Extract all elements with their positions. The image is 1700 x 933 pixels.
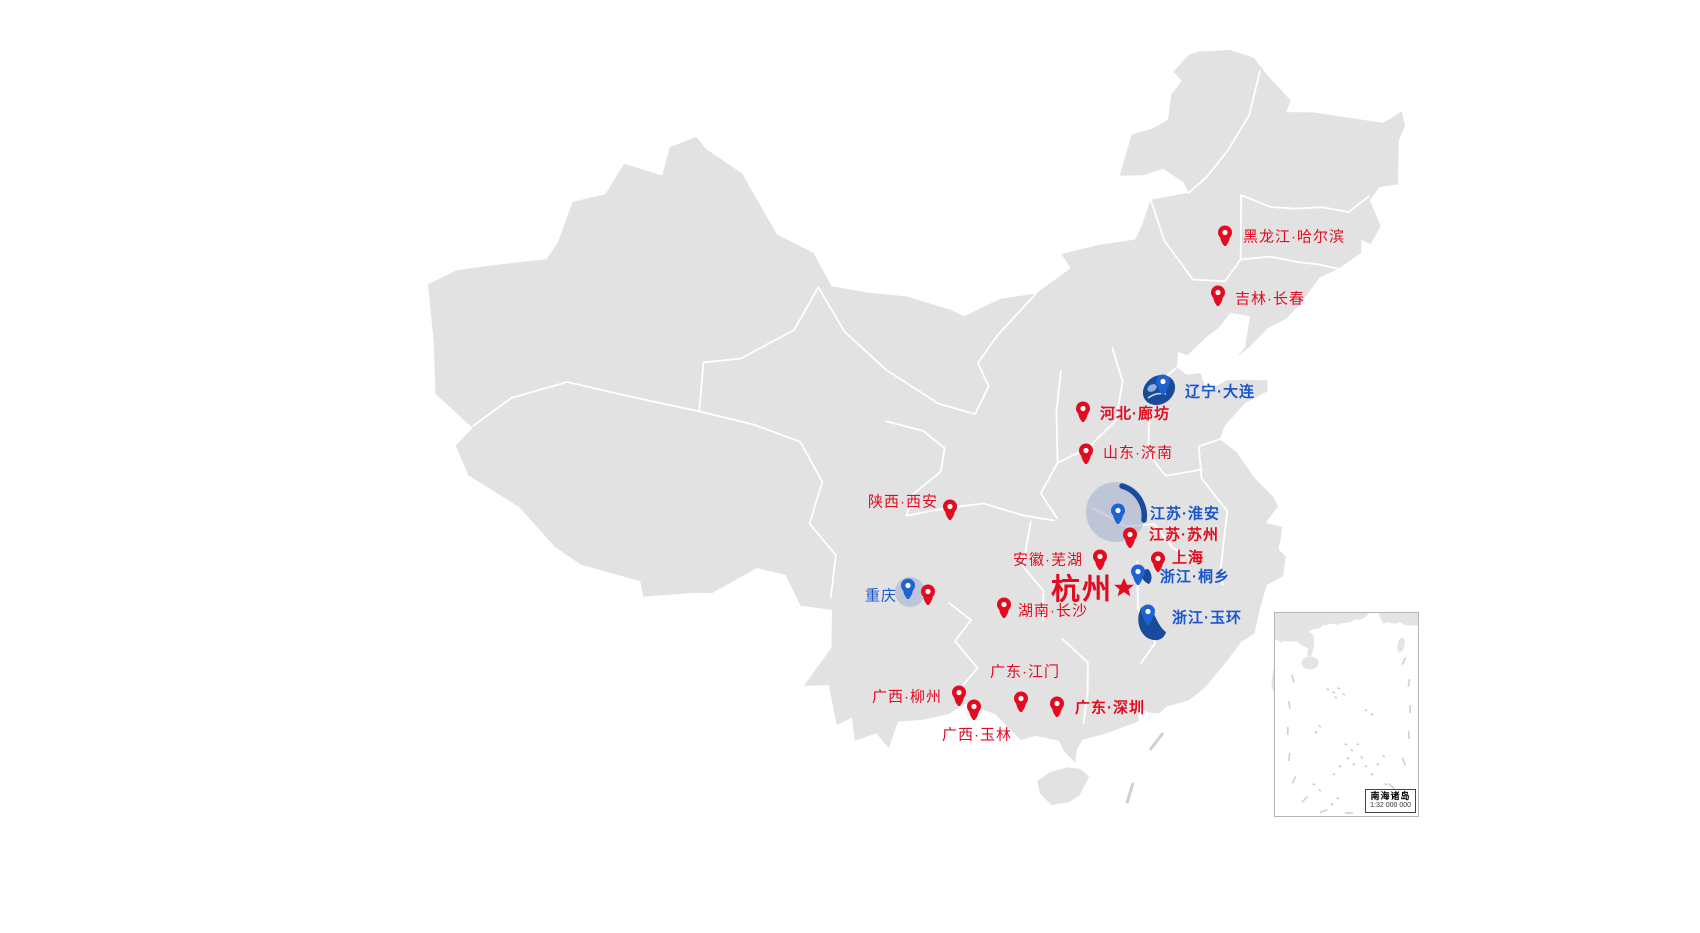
city-label-harbin: 黑龙江·哈尔滨 [1243,228,1345,246]
city-pin-huaian[interactable] [1107,494,1129,524]
hangzhou-label: 杭州 [1050,574,1113,606]
city-label-wuhu: 安徽·芜湖 [1013,551,1083,569]
city-pin-chongqing-2[interactable] [917,575,939,605]
city-label-yuhuan: 浙江·玉环 [1172,609,1242,627]
inset-title: 南海诸岛 [1370,791,1411,801]
city-pin-harbin[interactable] [1214,216,1236,246]
city-label-shanghai: 上海 [1172,549,1205,567]
inset-caption: 南海诸岛 1:32 000 000 [1365,789,1416,813]
city-pin-wuhu[interactable] [1089,540,1111,570]
city-label-liuzhou: 广西·柳州 [872,688,942,706]
jiangsu-coast-region [1119,483,1148,523]
city-label-changchun: 吉林·长春 [1235,290,1305,308]
city-label-changsha: 湖南·长沙 [1018,602,1088,620]
inset-scale-label: 1:32 000 000 [1370,802,1411,810]
city-label-tongxiang: 浙江·桐乡 [1160,568,1230,586]
province-borders [472,70,1370,725]
city-pin-suzhou[interactable] [1119,518,1141,548]
hangzhou-star-icon [1114,578,1134,597]
south-china-sea-inset: 南海诸岛 1:32 000 000 [1274,612,1419,817]
city-label-chongqing: 重庆 [864,587,897,605]
city-pin-yuhuan[interactable] [1137,595,1159,625]
city-label-xian: 陕西·西安 [868,493,938,511]
city-label-yulin: 广西·玉林 [942,726,1012,744]
city-pin-dalian[interactable] [1152,365,1174,395]
south-china-sea-map [1275,613,1418,814]
city-pin-xian[interactable] [939,490,961,520]
city-label-shenzhen: 广东·深圳 [1075,699,1145,717]
city-pin-tongxiang[interactable] [1127,555,1149,585]
city-pin-shanghai[interactable] [1147,542,1169,572]
city-label-jiangmen: 广东·江门 [990,663,1060,681]
city-pin-liuzhou[interactable] [948,676,970,706]
city-pin-changsha[interactable] [993,588,1015,618]
city-label-suzhou: 江苏·苏州 [1149,526,1219,544]
city-pin-chongqing[interactable] [897,569,919,599]
city-label-huaian: 江苏·淮安 [1150,505,1220,523]
city-label-dalian: 辽宁·大连 [1185,383,1255,401]
city-pin-langfang[interactable] [1072,392,1094,422]
city-pin-shenzhen[interactable] [1046,687,1068,717]
city-pin-changchun[interactable] [1207,276,1229,306]
city-label-jinan: 山东·济南 [1103,444,1173,462]
city-pin-jiangmen[interactable] [1010,682,1032,712]
sea-dash-lines [1125,732,1165,804]
city-label-langfang: 河北·廊坊 [1100,405,1170,423]
city-pin-yulin[interactable] [963,690,985,720]
city-pin-jinan[interactable] [1075,434,1097,464]
